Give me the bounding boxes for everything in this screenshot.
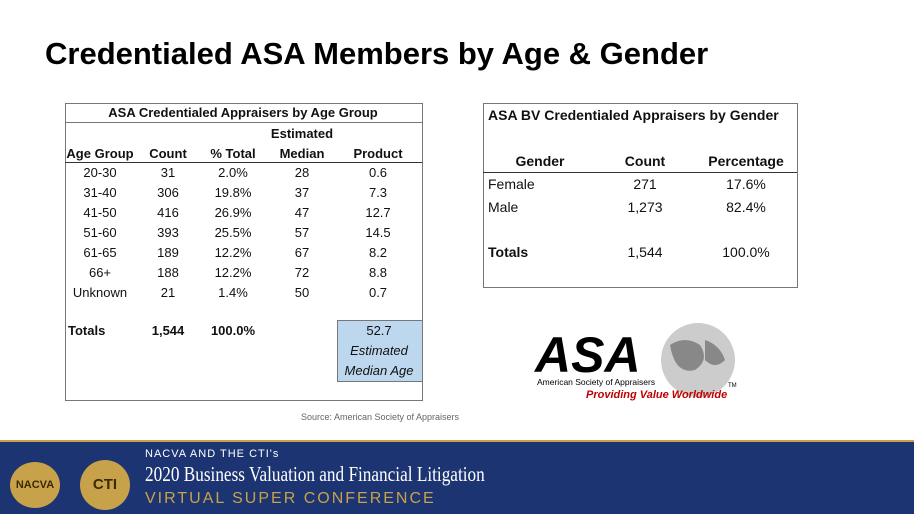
cell: 31-40: [83, 185, 117, 200]
slide-title: Credentialed ASA Members by Age & Gender: [45, 36, 709, 71]
cell: 0.6: [368, 165, 388, 180]
cell: 21: [160, 285, 176, 300]
total-cell: 100.0%: [722, 244, 770, 260]
cell: 61-65: [83, 245, 117, 260]
cell: Male: [488, 199, 519, 215]
cell: 47: [294, 205, 310, 220]
cell: 41-50: [83, 205, 117, 220]
cell: 20-30: [83, 165, 117, 180]
logo-name: American Society of Appraisers: [537, 377, 655, 387]
logo-tagline: Providing Value Worldwide: [586, 389, 727, 401]
table-title: ASA Credentialed Appraisers by Age Group: [108, 105, 378, 120]
estimate-box: [337, 320, 423, 382]
cell: 12.2%: [214, 245, 252, 260]
cell: Unknown: [72, 285, 128, 300]
table-title: ASA BV Credentialed Appraisers by Gender: [488, 107, 779, 123]
estimate-label: Estimated: [350, 343, 408, 358]
badge: NACVA: [10, 462, 60, 508]
column-header: Count: [624, 153, 666, 169]
logo-mark: ASA: [533, 327, 641, 383]
cell: Female: [488, 176, 535, 192]
total-cell: 100.0%: [210, 323, 256, 338]
cell: 8.2: [368, 245, 388, 260]
gender-table-box: [483, 103, 798, 288]
estimate-label: Median Age: [344, 363, 414, 378]
column-note: Estimated: [270, 126, 334, 141]
column-header: Percentage: [708, 153, 784, 169]
column-header: Product: [353, 146, 403, 161]
total-cell: Totals: [488, 244, 529, 260]
cell: 51-60: [83, 225, 117, 240]
cell: 67: [294, 245, 310, 260]
cell: 2.0%: [218, 165, 248, 180]
rule: [483, 172, 797, 173]
total-cell: Totals: [68, 323, 106, 338]
cell: 26.9%: [214, 205, 252, 220]
cell: 12.2%: [214, 265, 252, 280]
rule: [65, 162, 422, 163]
column-header: Median: [279, 146, 325, 161]
cell: 1,273: [627, 199, 663, 215]
cell: 1.4%: [218, 285, 248, 300]
event-subtitle: VIRTUAL SUPER CONFERENCE: [145, 490, 436, 507]
cell: 14.5: [365, 225, 391, 240]
cell: 306: [157, 185, 179, 200]
total-cell: 1,544: [151, 323, 185, 338]
event: 2020 Business Valuation and Financial Li…: [145, 462, 485, 486]
cell: 28: [294, 165, 310, 180]
cell: 12.7: [365, 205, 391, 220]
cell: 17.6%: [726, 176, 766, 192]
cell: 189: [157, 245, 179, 260]
cell: 31: [160, 165, 176, 180]
badge: CTI: [80, 460, 130, 510]
cell: 19.8%: [214, 185, 252, 200]
cell: 82.4%: [726, 199, 766, 215]
column-header: Gender: [515, 153, 565, 169]
cell: 393: [157, 225, 179, 240]
cell: 25.5%: [214, 225, 252, 240]
source: Source: American Society of Appraisers: [300, 412, 460, 422]
column-header: Count: [149, 146, 187, 161]
cell: 8.8: [368, 265, 388, 280]
cell: 188: [157, 265, 179, 280]
cell: 66+: [88, 265, 112, 280]
estimate-value: 52.7: [366, 323, 392, 338]
rule: [65, 122, 422, 123]
column-header: Age Group: [66, 146, 134, 161]
cell: 271: [633, 176, 657, 192]
cell: 0.7: [368, 285, 388, 300]
cell: 7.3: [368, 185, 388, 200]
cell: 37: [294, 185, 310, 200]
cell: 416: [157, 205, 179, 220]
cell: 57: [294, 225, 310, 240]
logo-tm: TM: [728, 383, 737, 389]
cell: 72: [294, 265, 310, 280]
cell: 50: [294, 285, 310, 300]
total-cell: 1,544: [627, 244, 663, 260]
logo: ASA American Society of Appraisers TM Pr…: [533, 323, 737, 401]
footer: [0, 440, 914, 514]
column-header: % Total: [210, 146, 256, 161]
presenter: NACVA AND THE CTI's: [145, 448, 280, 460]
globe-land: [670, 340, 725, 371]
age-table-box: [65, 103, 423, 401]
